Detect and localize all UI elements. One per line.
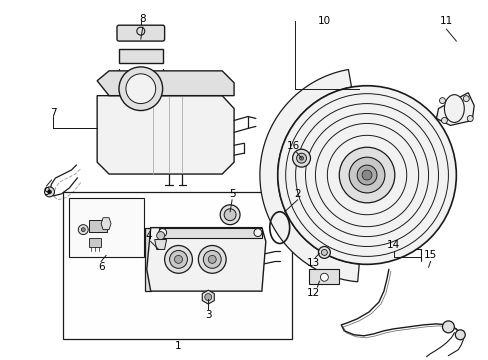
Circle shape xyxy=(467,116,472,121)
Polygon shape xyxy=(119,49,163,63)
Text: 9: 9 xyxy=(43,187,50,197)
Text: 3: 3 xyxy=(204,310,211,320)
Polygon shape xyxy=(436,93,473,125)
Circle shape xyxy=(321,249,326,255)
Circle shape xyxy=(78,225,88,235)
Circle shape xyxy=(361,170,371,180)
Polygon shape xyxy=(309,269,339,284)
Circle shape xyxy=(224,209,236,221)
Circle shape xyxy=(208,255,216,264)
Polygon shape xyxy=(259,69,359,282)
Circle shape xyxy=(253,229,262,237)
Polygon shape xyxy=(89,220,107,231)
Circle shape xyxy=(198,246,225,273)
Circle shape xyxy=(441,117,447,123)
Circle shape xyxy=(47,190,51,194)
Circle shape xyxy=(299,156,303,160)
Circle shape xyxy=(439,98,445,104)
Circle shape xyxy=(81,228,85,231)
Circle shape xyxy=(126,74,155,104)
Text: 16: 16 xyxy=(286,141,300,151)
Polygon shape xyxy=(97,96,234,174)
Bar xyxy=(69,198,143,257)
Circle shape xyxy=(158,229,166,237)
Circle shape xyxy=(356,165,376,185)
Text: 1: 1 xyxy=(175,341,182,351)
Polygon shape xyxy=(89,238,101,247)
Circle shape xyxy=(462,96,468,102)
Text: 2: 2 xyxy=(294,189,300,199)
Polygon shape xyxy=(158,228,262,238)
Circle shape xyxy=(169,251,187,268)
Circle shape xyxy=(44,187,54,197)
Text: 8: 8 xyxy=(139,14,146,24)
Polygon shape xyxy=(146,228,265,291)
Polygon shape xyxy=(144,228,150,291)
Circle shape xyxy=(296,153,306,163)
Text: 7: 7 xyxy=(50,108,57,117)
Text: 5: 5 xyxy=(228,189,235,199)
Bar xyxy=(63,192,291,339)
Polygon shape xyxy=(154,239,166,249)
Circle shape xyxy=(119,67,163,111)
Polygon shape xyxy=(101,218,111,230)
Circle shape xyxy=(292,149,310,167)
Text: 15: 15 xyxy=(423,251,436,260)
Circle shape xyxy=(318,247,330,258)
Circle shape xyxy=(204,294,211,301)
Circle shape xyxy=(164,246,192,273)
Circle shape xyxy=(348,157,384,193)
Circle shape xyxy=(203,251,221,268)
Ellipse shape xyxy=(444,95,463,122)
Circle shape xyxy=(339,147,394,203)
Circle shape xyxy=(442,321,453,333)
Text: 6: 6 xyxy=(98,262,104,272)
Text: 12: 12 xyxy=(306,288,320,298)
Circle shape xyxy=(174,255,182,264)
Text: 13: 13 xyxy=(306,258,320,268)
Polygon shape xyxy=(97,71,234,96)
Circle shape xyxy=(277,86,455,264)
FancyBboxPatch shape xyxy=(117,25,164,41)
Circle shape xyxy=(220,205,240,225)
Text: 11: 11 xyxy=(439,16,452,26)
Text: 14: 14 xyxy=(386,240,400,251)
Text: 4: 4 xyxy=(145,230,152,240)
Circle shape xyxy=(156,231,164,239)
Polygon shape xyxy=(202,290,214,304)
Circle shape xyxy=(320,273,327,281)
Text: 10: 10 xyxy=(317,16,330,26)
Circle shape xyxy=(454,330,464,340)
